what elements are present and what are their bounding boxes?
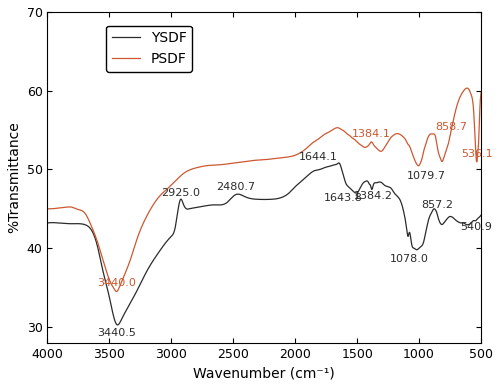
Line: YSDF: YSDF: [48, 163, 481, 325]
PSDF: [478, 90, 484, 94]
Text: 1644.1: 1644.1: [299, 152, 338, 161]
YSDF: [296, 181, 302, 186]
YSDF: [79, 222, 85, 226]
Text: 1079.7: 1079.7: [408, 171, 447, 181]
YSDF: [163, 240, 169, 245]
Line: PSDF: PSDF: [48, 88, 481, 291]
Legend: YSDF, PSDF: YSDF, PSDF: [106, 26, 192, 72]
Text: 3440.0: 3440.0: [98, 277, 136, 288]
PSDF: [79, 209, 85, 213]
YSDF: [114, 323, 120, 327]
PSDF: [272, 156, 278, 161]
PSDF: [464, 86, 470, 91]
YSDF: [44, 221, 51, 225]
YSDF: [292, 184, 298, 189]
PSDF: [163, 188, 169, 192]
Text: 858.7: 858.7: [435, 122, 467, 132]
X-axis label: Wavenumber (cm⁻¹): Wavenumber (cm⁻¹): [194, 366, 335, 380]
Y-axis label: %Transmittance: %Transmittance: [7, 122, 21, 233]
Text: 536.1: 536.1: [461, 149, 492, 159]
PSDF: [58, 205, 64, 210]
PSDF: [44, 206, 51, 211]
Text: 1384.1: 1384.1: [352, 130, 390, 139]
Text: 2480.7: 2480.7: [216, 182, 256, 192]
PSDF: [114, 289, 119, 294]
PSDF: [296, 151, 302, 156]
YSDF: [58, 221, 64, 225]
Text: 1384.2: 1384.2: [354, 192, 393, 202]
PSDF: [292, 153, 298, 158]
Text: 857.2: 857.2: [421, 200, 453, 210]
Text: 3440.5: 3440.5: [98, 329, 136, 339]
Text: 540.9: 540.9: [460, 222, 492, 232]
Text: 1643.8: 1643.8: [324, 193, 362, 203]
Text: 2925.0: 2925.0: [161, 188, 200, 198]
YSDF: [272, 197, 278, 201]
YSDF: [478, 213, 484, 217]
YSDF: [336, 161, 342, 165]
Text: 1078.0: 1078.0: [390, 253, 429, 264]
